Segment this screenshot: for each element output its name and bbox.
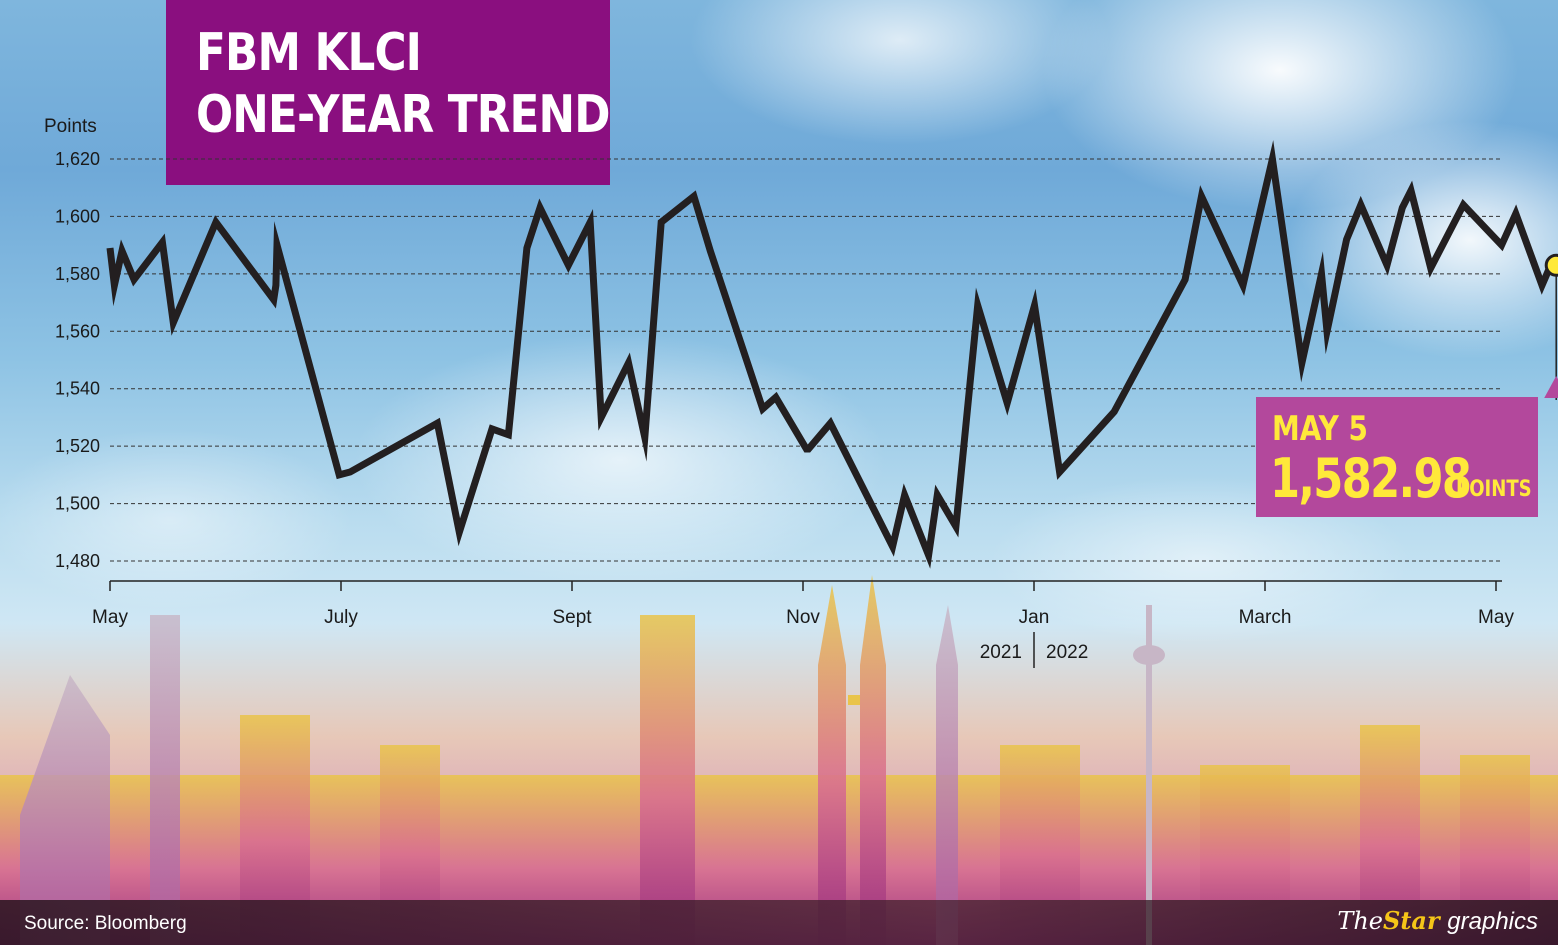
thestar-graphics-logo: TheStar graphics xyxy=(1337,906,1538,936)
x-tick-labels: May July Sept Nov Jan March May 2021 2022 xyxy=(92,581,1514,668)
chart-title: FBM KLCI ONE-YEAR TREND xyxy=(166,0,611,185)
y-tick-label: 1,520 xyxy=(55,436,100,456)
x-tick-label: Sept xyxy=(552,607,592,628)
year-label: 2022 xyxy=(1046,642,1088,663)
highlight-point xyxy=(1544,253,1558,277)
title-line-1: FBM KLCI xyxy=(196,23,422,83)
year-label: 2021 xyxy=(980,642,1022,663)
logo-the: The xyxy=(1337,907,1384,935)
source-note: Source: Bloomberg xyxy=(24,913,187,934)
y-tick-labels: 1,480 1,500 1,520 1,540 1,560 1,580 1,600 1,620 xyxy=(55,149,100,571)
y-tick-label: 1,480 xyxy=(55,551,100,571)
footer-bar xyxy=(0,900,1558,945)
logo-graphics: graphics xyxy=(1447,908,1538,935)
x-tick-label: Jan xyxy=(1019,607,1050,628)
klci-series-line xyxy=(106,140,1557,569)
x-tick-label: March xyxy=(1239,607,1292,628)
callout-date: MAY 5 xyxy=(1272,409,1368,449)
x-tick-label: May xyxy=(1478,607,1514,628)
y-tick-label: 1,600 xyxy=(55,206,100,226)
logo-star: Star xyxy=(1383,906,1440,935)
gridlines xyxy=(110,158,1502,562)
y-tick-label: 1,620 xyxy=(55,149,100,169)
series xyxy=(106,140,1557,569)
callout-value: 1,582.98 xyxy=(1270,447,1472,510)
callout-pointer xyxy=(1544,376,1558,398)
y-tick-label: 1,540 xyxy=(55,379,100,399)
callout-unit: POINTS xyxy=(1456,477,1532,502)
y-axis-label: Points xyxy=(44,116,97,137)
x-tick-label: May xyxy=(92,607,128,628)
highlight xyxy=(1544,253,1558,400)
x-tick-label: July xyxy=(324,607,358,628)
y-tick-label: 1,500 xyxy=(55,494,100,514)
x-tick-label: Nov xyxy=(786,607,820,628)
title-line-2: ONE-YEAR TREND xyxy=(196,85,611,145)
y-tick-label: 1,580 xyxy=(55,264,100,284)
y-tick-label: 1,560 xyxy=(55,321,100,341)
value-callout: MAY 5 1,582.98 POINTS xyxy=(1256,397,1538,517)
